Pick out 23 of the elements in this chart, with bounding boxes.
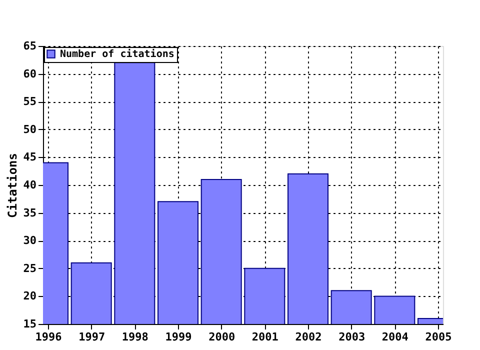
y-tick-label: 60: [23, 67, 36, 80]
y-tick-label: 20: [23, 290, 36, 303]
y-tick-label: 55: [23, 95, 36, 108]
y-tick-label: 25: [23, 262, 36, 275]
x-tick-label: 2005: [425, 330, 452, 344]
y-tick-label: 40: [23, 178, 36, 192]
y-tick-label: 35: [23, 206, 36, 220]
x-tick-label: 2002: [295, 330, 322, 344]
legend-label: Number of citations: [60, 48, 174, 60]
x-tick-label: 2000: [208, 330, 236, 344]
x-tick-label: 2003: [338, 330, 366, 344]
y-tick-label: 50: [23, 122, 36, 136]
x-tick-label: 2004: [382, 330, 409, 344]
x-tick-label: 1998: [122, 330, 148, 344]
x-tick-label: 1997: [78, 330, 106, 344]
x-tick-label: 1999: [165, 330, 192, 344]
x-tick-label: 1996: [35, 330, 62, 344]
y-tick-label: 45: [23, 150, 36, 164]
y-tick-label: 15: [23, 318, 36, 330]
y-axis-title: Citations: [5, 152, 20, 218]
y-tick-label: 30: [23, 234, 36, 248]
x-tick-label: 2001: [252, 330, 279, 344]
y-tick-label: 65: [23, 40, 36, 52]
